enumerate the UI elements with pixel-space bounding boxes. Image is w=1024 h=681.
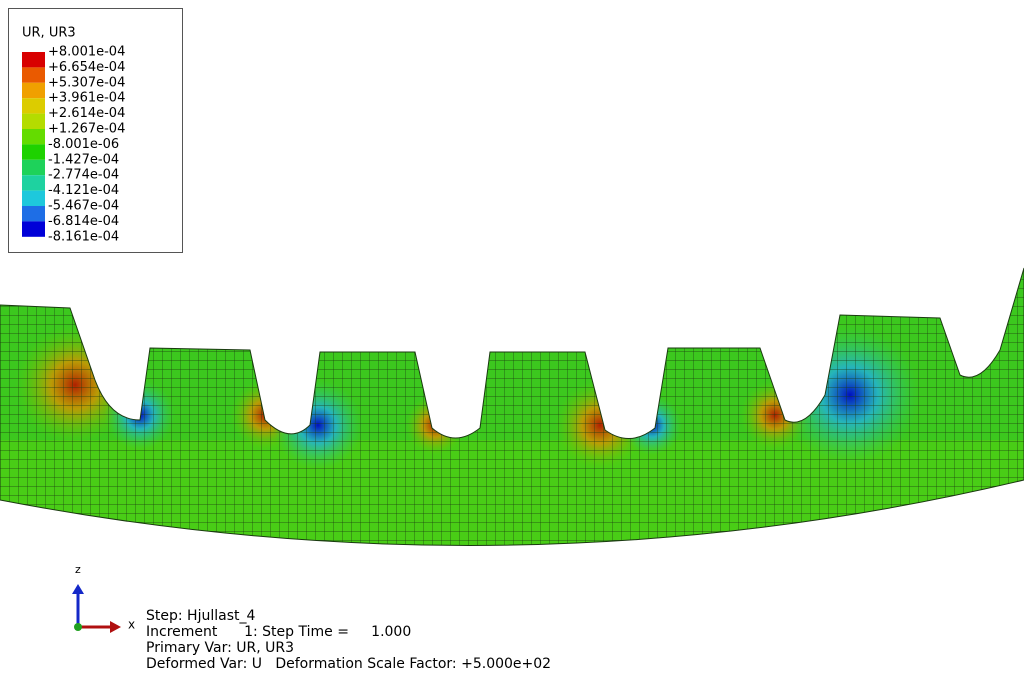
legend-level: +2.614e-04 <box>48 106 125 121</box>
legend: UR, UR3 +8.001e-04+6.654e-04+5.307e-04+3… <box>8 8 183 253</box>
legend-level: -6.814e-04 <box>48 214 119 229</box>
legend-swatch <box>22 190 45 206</box>
legend-level: +3.961e-04 <box>48 91 125 106</box>
legend-level: +8.001e-04 <box>48 45 125 60</box>
legend-level: -4.121e-04 <box>48 183 119 198</box>
legend-level: -5.467e-04 <box>48 199 119 214</box>
status-line: Step: Hjullast_4 <box>146 608 255 624</box>
legend-level: -2.774e-04 <box>48 168 119 183</box>
legend-swatch <box>22 175 45 191</box>
legend-level: +5.307e-04 <box>48 75 125 90</box>
triad-z: z <box>75 563 81 576</box>
legend-swatch <box>22 144 45 160</box>
legend-swatch <box>22 206 45 222</box>
triad: z x <box>72 563 135 633</box>
legend-swatch <box>22 221 45 237</box>
status-line: Primary Var: UR, UR3 <box>146 640 294 656</box>
legend-swatch <box>22 67 45 83</box>
gear-model <box>0 268 1024 546</box>
status-line: Deformed Var: U Deformation Scale Factor… <box>146 656 551 672</box>
legend-level: -8.001e-06 <box>48 137 119 152</box>
legend-swatch <box>22 129 45 145</box>
legend-swatch <box>22 82 45 99</box>
legend-level: -1.427e-04 <box>48 152 119 167</box>
legend-level: +1.267e-04 <box>48 122 125 137</box>
legend-swatch <box>22 52 45 68</box>
legend-level: +6.654e-04 <box>48 60 125 75</box>
legend-swatch <box>22 98 45 114</box>
status-line: Increment 1: Step Time = 1.000 <box>146 624 411 640</box>
legend-title: UR, UR3 <box>22 26 76 41</box>
legend-swatch <box>22 159 45 176</box>
legend-swatch <box>22 113 45 129</box>
legend-level: -8.161e-04 <box>48 229 119 244</box>
triad-x: x <box>128 618 135 632</box>
